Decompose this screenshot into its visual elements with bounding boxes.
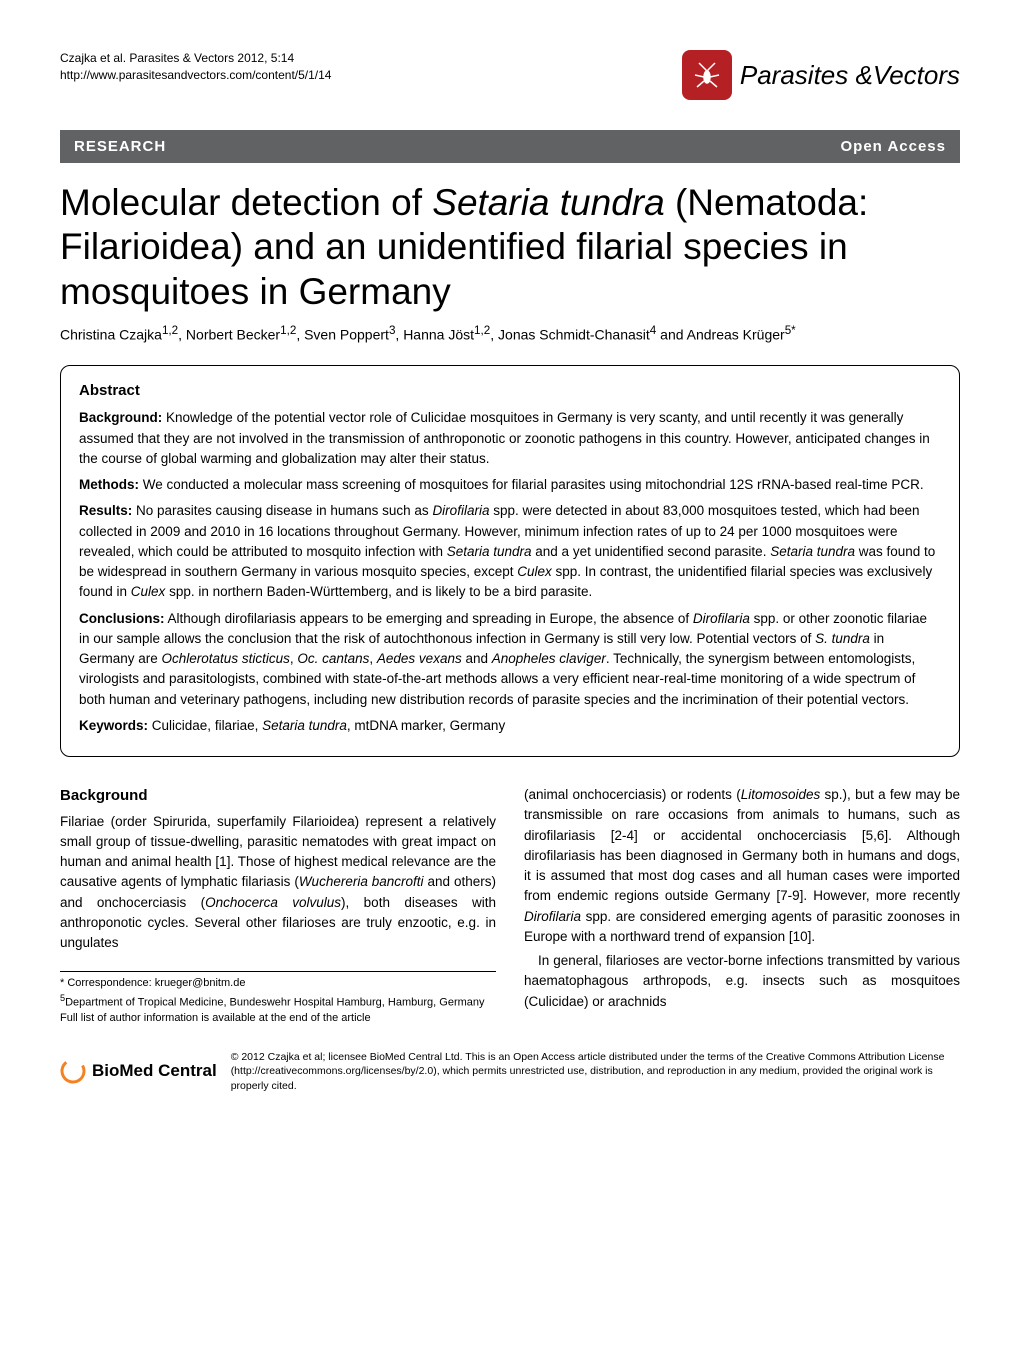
footnote-line1: * Correspondence: krueger@bnitm.de (60, 976, 496, 991)
abstract-keywords: Keywords: Culicidae, filariae, Setaria t… (79, 716, 941, 736)
background-label: Background: (79, 410, 162, 425)
banner-left: RESEARCH (74, 138, 166, 155)
results-label: Results: (79, 503, 132, 518)
abstract-box: Abstract Background: Knowledge of the po… (60, 365, 960, 757)
body-columns: Background Filariae (order Spirurida, su… (60, 785, 960, 1026)
methods-text: We conducted a molecular mass screening … (139, 477, 924, 492)
background-heading: Background (60, 785, 496, 808)
right-column: (animal onchocerciasis) or rodents (Lito… (524, 785, 960, 1026)
right-para1: (animal onchocerciasis) or rodents (Lito… (524, 785, 960, 947)
citation-url: http://www.parasitesandvectors.com/conte… (60, 68, 331, 82)
keywords-label: Keywords: (79, 718, 148, 733)
background-text: Knowledge of the potential vector role o… (79, 410, 930, 466)
footer-row: BioMed Central © 2012 Czajka et al; lice… (60, 1050, 960, 1093)
citation-text: Czajka et al. Parasites & Vectors 2012, … (60, 51, 294, 65)
abstract-methods: Methods: We conducted a molecular mass s… (79, 475, 941, 495)
abstract-heading: Abstract (79, 380, 941, 403)
journal-name: Parasites &Vectors (740, 62, 960, 88)
header-row: Czajka et al. Parasites & Vectors 2012, … (60, 50, 960, 100)
mosquito-icon (682, 50, 732, 100)
page-container: Czajka et al. Parasites & Vectors 2012, … (0, 0, 1020, 1123)
conclusions-label: Conclusions: (79, 611, 165, 626)
abstract-results: Results: No parasites causing disease in… (79, 501, 941, 602)
category-banner: RESEARCH Open Access (60, 130, 960, 163)
correspondence-footnote: * Correspondence: krueger@bnitm.de 5Depa… (60, 971, 496, 1026)
biomedcentral-logo: BioMed Central (60, 1058, 217, 1084)
left-para: Filariae (order Spirurida, superfamily F… (60, 812, 496, 954)
abstract-conclusions: Conclusions: Although dirofilariasis app… (79, 609, 941, 710)
footnote-line2: 5Department of Tropical Medicine, Bundes… (60, 992, 496, 1011)
bmc-label: BioMed Central (92, 1060, 217, 1083)
methods-label: Methods: (79, 477, 139, 492)
license-text: © 2012 Czajka et al; licensee BioMed Cen… (231, 1050, 960, 1093)
banner-right: Open Access (841, 138, 947, 155)
right-para2: In general, filarioses are vector-borne … (524, 951, 960, 1012)
bmc-icon (60, 1058, 86, 1084)
abstract-background: Background: Knowledge of the potential v… (79, 408, 941, 469)
journal-logo: Parasites &Vectors (682, 50, 960, 100)
header-citation-block: Czajka et al. Parasites & Vectors 2012, … (60, 50, 331, 84)
authors-line: Christina Czajka1,2, Norbert Becker1,2, … (60, 324, 960, 343)
footnote-line3: Full list of author information is avail… (60, 1011, 496, 1026)
left-column: Background Filariae (order Spirurida, su… (60, 785, 496, 1026)
article-title: Molecular detection of Setaria tundra (N… (60, 181, 960, 314)
